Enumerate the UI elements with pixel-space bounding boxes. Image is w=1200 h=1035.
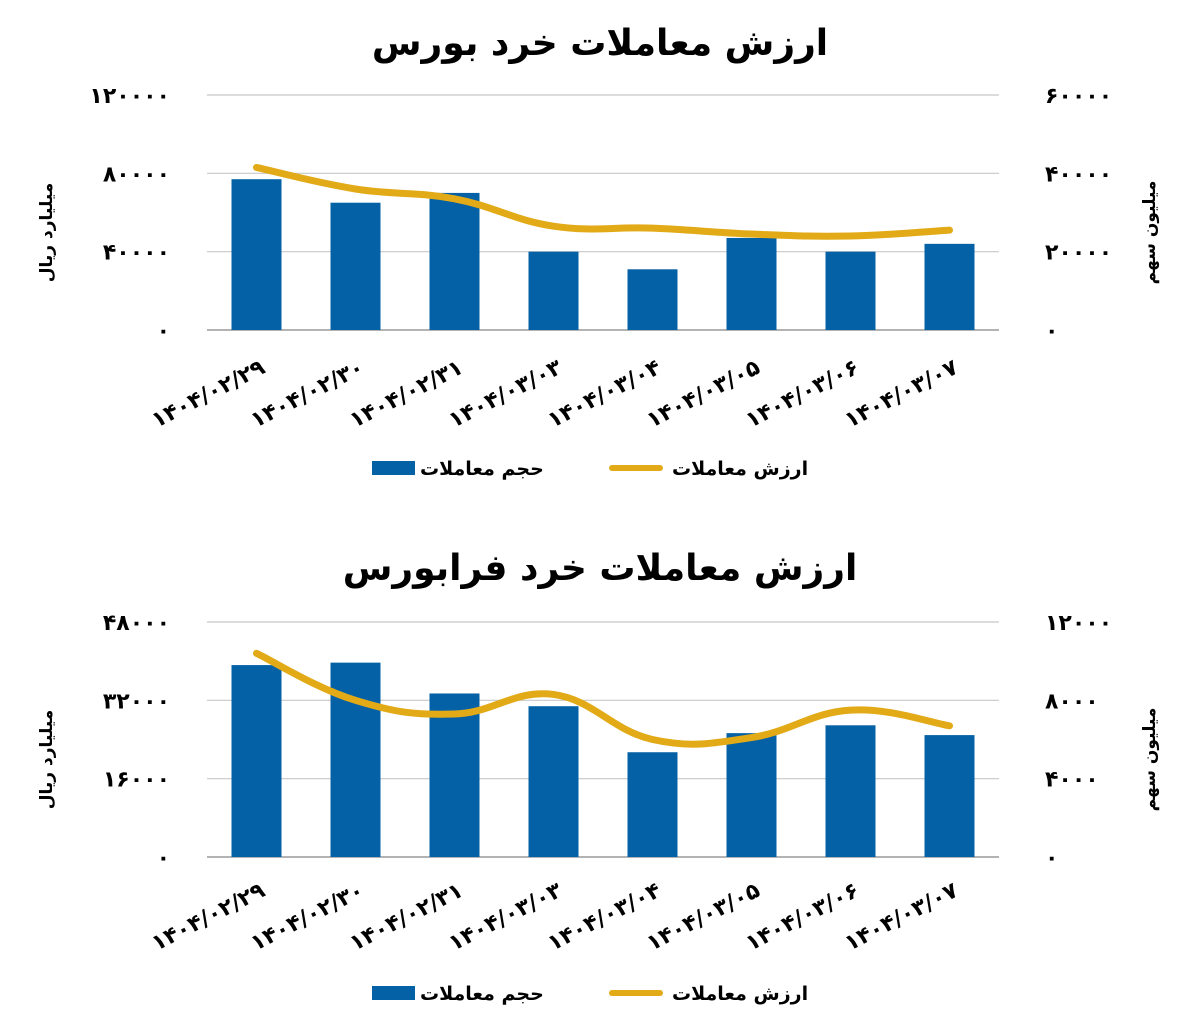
line-point xyxy=(553,225,555,227)
line-series xyxy=(253,649,953,748)
legend-bar-swatch xyxy=(372,461,415,475)
right-y-axis-title: میلیون سهم xyxy=(1140,181,1160,285)
chart-1: ارزش معاملات خرد بورس ۰ ۴۰۰۰۰ ۸۰۰۰۰ ۱۲۰۰۰۰ ۰ ۲… xyxy=(37,23,1160,480)
bar xyxy=(231,179,282,330)
bar xyxy=(924,243,975,330)
bar xyxy=(726,733,777,857)
x-tick-label: ۱۴۰۴/۰۳/۰۵ xyxy=(643,878,764,956)
chart-title: ارزش معاملات خرد فرابورس xyxy=(343,548,858,589)
x-tick-label: ۱۴۰۴/۰۳/۰۶ xyxy=(742,878,863,956)
bar xyxy=(330,202,381,330)
x-tick-label: ۱۴۰۴/۰۳/۰۷ xyxy=(841,878,963,957)
line-point xyxy=(850,235,852,237)
right-y-tick-label: ۰ xyxy=(1045,319,1058,344)
x-tick-label: ۱۴۰۴/۰۳/۰۶ xyxy=(742,355,863,433)
line-point xyxy=(553,693,555,695)
left-y-tick-label: ۱۶۰۰۰ xyxy=(103,768,170,793)
bar xyxy=(924,735,975,857)
legend-bar-swatch xyxy=(372,986,415,1000)
line-point xyxy=(949,725,951,727)
bar xyxy=(231,665,282,857)
bar xyxy=(429,693,480,857)
bar xyxy=(429,192,480,330)
line-point xyxy=(256,652,258,654)
right-y-tick-label: ۱۲۰۰۰ xyxy=(1045,611,1112,636)
x-tick-label: ۱۴۰۴/۰۲/۲۹ xyxy=(148,878,269,956)
line-point xyxy=(652,227,654,229)
legend-line-label: ارزش معاملات xyxy=(672,458,808,480)
x-tick-label: ۱۴۰۴/۰۳/۰۵ xyxy=(643,355,764,433)
left-y-tick-label: ۳۲۰۰۰ xyxy=(103,689,170,714)
left-y-tick-label: ۴۸۰۰۰ xyxy=(103,611,170,636)
x-tick-label: ۱۴۰۴/۰۲/۳۱ xyxy=(346,355,467,433)
bar xyxy=(825,251,876,330)
line-series xyxy=(253,163,953,240)
line-point xyxy=(949,229,951,231)
legend-bar-label: حجم معاملات xyxy=(420,983,544,1005)
right-y-axis-title: میلیون سهم xyxy=(1140,708,1160,812)
right-y-tick-label: ۸۰۰۰ xyxy=(1045,689,1099,714)
x-tick-label: ۱۴۰۴/۰۳/۰۴ xyxy=(544,355,665,433)
chart-title: ارزش معاملات خرد بورس xyxy=(372,23,828,64)
legend-bar-label: حجم معاملات xyxy=(420,458,544,480)
right-y-tick-label: ۶۰۰۰۰ xyxy=(1045,84,1112,109)
line-point xyxy=(850,709,852,711)
right-y-tick-label: ۴۰۰۰ xyxy=(1045,768,1099,793)
legend: حجم معاملات ارزش معاملات xyxy=(372,458,808,480)
legend-line-label: ارزش معاملات xyxy=(672,983,808,1005)
left-y-tick-label: ۰ xyxy=(157,319,170,344)
left-y-tick-label: ۴۰۰۰۰ xyxy=(103,241,170,266)
line-point xyxy=(256,166,258,168)
right-y-tick-label: ۲۰۰۰۰ xyxy=(1045,241,1112,266)
line-point xyxy=(652,739,654,741)
left-y-axis-title: میلیارد ریال xyxy=(37,183,57,282)
left-y-tick-label: ۸۰۰۰۰ xyxy=(103,162,170,187)
legend: حجم معاملات ارزش معاملات xyxy=(372,983,808,1005)
line-point xyxy=(355,188,357,190)
x-tick-label: ۱۴۰۴/۰۳/۰۷ xyxy=(841,355,963,434)
bar xyxy=(726,237,777,330)
x-tick-label: ۱۴۰۴/۰۲/۳۱ xyxy=(346,878,467,956)
bar xyxy=(627,269,678,330)
bar xyxy=(528,251,579,330)
x-tick-label: ۱۴۰۴/۰۲/۳۰ xyxy=(247,355,368,433)
right-y-tick-label: ۰ xyxy=(1045,846,1058,871)
x-tick-label: ۱۴۰۴/۰۲/۲۹ xyxy=(148,355,269,433)
line-point xyxy=(355,699,357,701)
left-y-tick-label: ۱۲۰۰۰۰ xyxy=(89,84,170,109)
x-tick-label: ۱۴۰۴/۰۳/۰۴ xyxy=(544,878,665,956)
bar xyxy=(627,752,678,857)
left-y-tick-label: ۰ xyxy=(157,846,170,871)
chart-2: ارزش معاملات خرد فرابورس ۰ ۱۶۰۰۰ ۳۲۰۰۰ ۴۸۰۰۰… xyxy=(37,548,1160,1005)
right-y-tick-label: ۴۰۰۰۰ xyxy=(1045,162,1112,187)
line-point xyxy=(454,713,456,715)
line-point xyxy=(751,737,753,739)
line-point xyxy=(454,198,456,200)
left-y-axis-title: میلیارد ریال xyxy=(37,710,57,809)
bar xyxy=(825,725,876,857)
bar xyxy=(528,706,579,857)
line-point xyxy=(751,233,753,235)
x-tick-label: ۱۴۰۴/۰۲/۳۰ xyxy=(247,878,368,956)
